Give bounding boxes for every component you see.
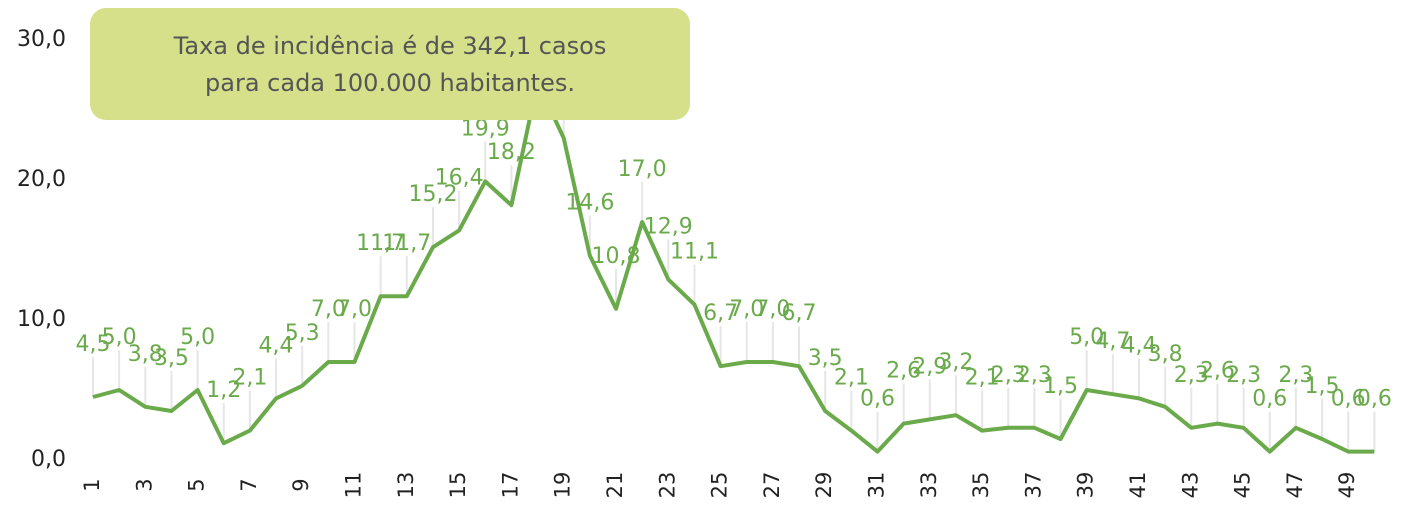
data-label: 3,8 (1148, 342, 1183, 367)
data-label: 2,3 (991, 363, 1026, 388)
data-label: 7,0 (311, 297, 346, 322)
data-label: 3,5 (808, 346, 843, 371)
y-tick-label: 0,0 (31, 447, 66, 472)
data-label: 1,5 (1305, 374, 1340, 399)
data-label: 3,8 (128, 342, 163, 367)
plot-area: 0,010,020,030,01 3 5 7 9 11 13 15 17 19 21 23 25 27 29… (17, 17, 1392, 498)
y-tick-label: 10,0 (17, 307, 66, 332)
data-label: 11,7 (356, 231, 405, 256)
data-label: 5,3 (285, 321, 320, 346)
x-tick-label: 27 (760, 472, 784, 499)
data-label: 0,6 (1357, 387, 1392, 412)
data-label: 4,7 (1095, 329, 1130, 354)
x-tick-label: 41 (1126, 472, 1150, 499)
data-label: 18,2 (487, 140, 536, 165)
data-label: 5,0 (180, 325, 215, 350)
data-label: 5,0 (1069, 325, 1104, 350)
x-tick-label: 3 (132, 478, 156, 491)
data-label: 11,7 (382, 231, 431, 256)
data-label: 2,3 (1174, 363, 1209, 388)
y-tick-label: 30,0 (17, 27, 66, 52)
x-tick-label: 7 (237, 478, 261, 491)
annotation-line: Taxa de incidência é de 342,1 casos (173, 32, 607, 60)
x-tick-label: 29 (812, 472, 836, 499)
x-tick-label: 9 (289, 478, 313, 491)
x-tick-label: 43 (1178, 472, 1202, 499)
x-tick-label: 37 (1021, 472, 1045, 499)
data-label: 2,3 (1226, 363, 1261, 388)
x-tick-label: 13 (394, 472, 418, 499)
x-tick-label: 31 (865, 472, 889, 499)
data-label: 4,5 (76, 332, 111, 357)
y-tick-label: 20,0 (17, 167, 66, 192)
data-label: 4,4 (1122, 333, 1157, 358)
data-label: 19,9 (461, 116, 510, 141)
data-label: 5,0 (102, 325, 137, 350)
data-label: 6,7 (782, 301, 817, 326)
data-label: 11,1 (670, 240, 719, 265)
x-tick-label: 19 (551, 472, 575, 499)
data-label: 2,1 (232, 366, 267, 391)
x-tick-label: 17 (498, 472, 522, 499)
x-tick-label: 25 (708, 472, 732, 499)
x-tick-label: 21 (603, 472, 627, 499)
data-label: 2,6 (1200, 359, 1235, 384)
data-label: 2,9 (912, 354, 947, 379)
annotation-line: para cada 100.000 habitantes. (205, 69, 575, 97)
x-tick-label: 15 (446, 472, 470, 499)
data-label: 3,5 (154, 346, 189, 371)
x-tick-label: 47 (1283, 472, 1307, 499)
x-tick-label: 11 (342, 472, 366, 499)
data-label: 3,2 (938, 350, 973, 375)
x-tick-label: 45 (1231, 472, 1255, 499)
data-label: 0,6 (1252, 387, 1287, 412)
data-label: 0,6 (860, 387, 895, 412)
data-label: 17,0 (618, 157, 667, 182)
x-tick-label: 33 (917, 472, 941, 499)
data-label: 2,6 (886, 359, 921, 384)
data-label: 7,0 (337, 297, 372, 322)
data-label: 14,6 (565, 191, 614, 216)
annotation-box (90, 8, 690, 120)
x-tick-label: 5 (185, 478, 209, 491)
data-label: 1,5 (1043, 374, 1078, 399)
x-tick-label: 39 (1074, 472, 1098, 499)
data-label: 2,3 (1017, 363, 1052, 388)
data-label: 16,4 (435, 165, 484, 190)
x-tick-label: 35 (969, 472, 993, 499)
data-label: 10,8 (592, 244, 641, 269)
data-label: 2,3 (1278, 363, 1313, 388)
data-label: 2,1 (965, 366, 1000, 391)
series-line (92, 80, 1375, 454)
x-tick-label: 1 (80, 478, 104, 491)
x-tick-label: 49 (1335, 472, 1359, 499)
data-label: 15,2 (408, 182, 457, 207)
data-label: 6,7 (703, 301, 738, 326)
data-label: 1,2 (206, 378, 241, 403)
data-label: 0,6 (1331, 387, 1366, 412)
data-label: 7,0 (729, 297, 764, 322)
data-label: 12,9 (644, 214, 693, 239)
data-label: 2,1 (834, 366, 869, 391)
data-label: 4,4 (259, 333, 294, 358)
data-label: 7,0 (755, 297, 790, 322)
x-tick-label: 23 (655, 472, 679, 499)
